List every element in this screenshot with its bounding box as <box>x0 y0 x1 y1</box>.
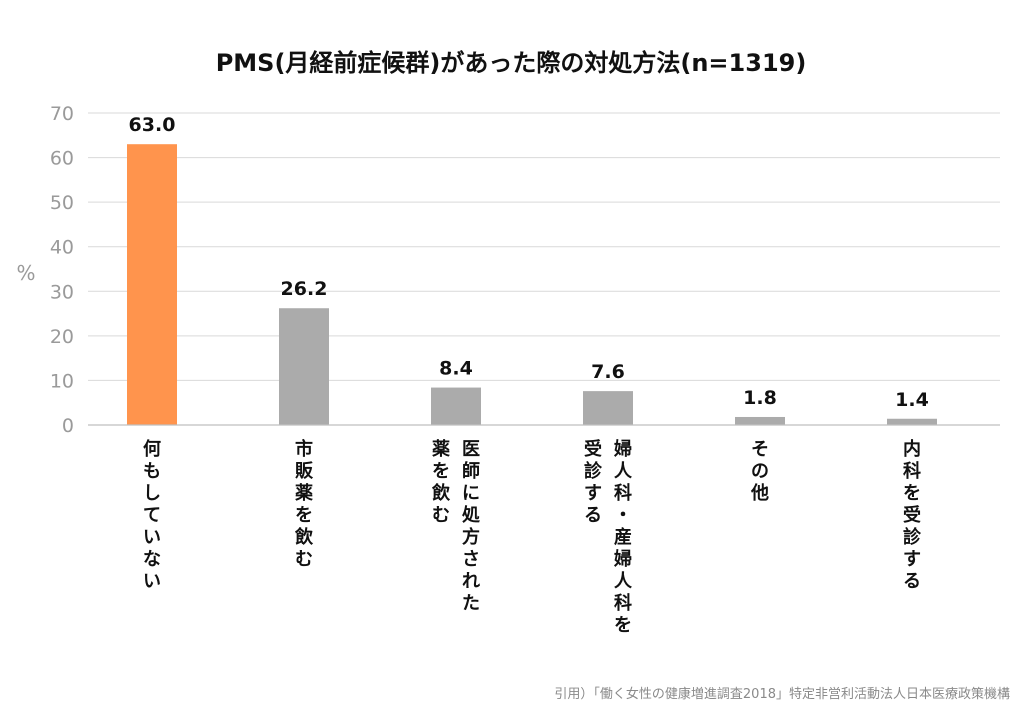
category-label: す <box>584 483 602 504</box>
category-label: 受 <box>584 438 602 460</box>
category-label: す <box>903 549 921 570</box>
y-tick-label: 30 <box>50 281 74 303</box>
bar <box>127 144 177 425</box>
y-tick-label: 20 <box>50 326 74 348</box>
data-label: 63.0 <box>129 114 176 136</box>
data-label: 1.4 <box>895 389 929 411</box>
category-label: 師 <box>462 460 480 482</box>
category-label: 飲 <box>294 526 314 548</box>
category-label: て <box>143 505 161 526</box>
category-label: 科 <box>614 592 632 614</box>
category-label: 薬 <box>432 439 450 460</box>
bar <box>279 308 329 425</box>
bar <box>583 391 633 425</box>
category-label: 方 <box>462 526 480 548</box>
category-label: も <box>143 461 161 482</box>
category-label: 婦 <box>613 438 632 460</box>
y-tick-label: 40 <box>50 237 74 259</box>
category-label: 人 <box>614 571 633 592</box>
category-label: 飲 <box>431 482 451 504</box>
category-label: に <box>462 483 480 504</box>
category-label: 販 <box>295 461 314 482</box>
y-tick-label: 60 <box>50 148 74 170</box>
category-label: る <box>584 505 602 526</box>
category-label: れ <box>462 571 480 592</box>
category-label: 何 <box>143 438 161 460</box>
category-label: 科 <box>614 482 632 504</box>
data-label: 8.4 <box>439 358 473 380</box>
category-label: る <box>903 571 921 592</box>
bar <box>887 418 937 425</box>
category-label: 薬 <box>295 483 313 504</box>
y-tick-label: 50 <box>50 192 74 214</box>
category-label: 医 <box>462 439 480 460</box>
category-label: 受 <box>903 504 921 526</box>
category-label: ・ <box>614 505 632 526</box>
y-axis-label: % <box>16 261 35 285</box>
data-label: 1.8 <box>743 387 777 409</box>
y-tick-label: 0 <box>62 415 74 437</box>
category-label: 内 <box>903 438 921 460</box>
category-label: む <box>432 505 450 526</box>
category-label: た <box>462 593 480 614</box>
category-label: を <box>903 483 921 504</box>
data-label: 26.2 <box>281 278 328 300</box>
category-label: い <box>143 527 161 548</box>
bar <box>735 416 785 425</box>
category-label: 人 <box>614 461 633 482</box>
category-label: の <box>751 461 769 482</box>
category-label: を <box>432 461 450 482</box>
category-label: 診 <box>903 526 922 548</box>
category-label: そ <box>751 439 769 460</box>
category-label: い <box>143 571 161 592</box>
chart-title: PMS(月経前症候群)があった際の対処方法(n=1319) <box>216 49 807 77</box>
category-label: 市 <box>295 438 313 460</box>
data-label: 7.6 <box>591 361 625 383</box>
category-label: 処 <box>462 504 481 526</box>
category-label: む <box>295 549 313 570</box>
category-label: を <box>614 615 632 636</box>
category-label: 診 <box>584 460 603 482</box>
y-tick-label: 10 <box>50 370 74 392</box>
category-label: 他 <box>750 482 769 504</box>
category-label: な <box>143 549 161 570</box>
category-label: 婦 <box>613 548 632 570</box>
category-label: し <box>143 483 161 504</box>
category-label: 産 <box>614 526 632 548</box>
source-credit: 引用）「働く女性の健康増進調査2018」特定非営利活動法人日本医療政策機構 <box>554 686 1010 702</box>
bar <box>431 387 481 425</box>
category-label: さ <box>462 549 480 570</box>
y-tick-label: 70 <box>50 103 74 125</box>
category-label: 科 <box>903 460 921 482</box>
category-label: を <box>295 505 313 526</box>
